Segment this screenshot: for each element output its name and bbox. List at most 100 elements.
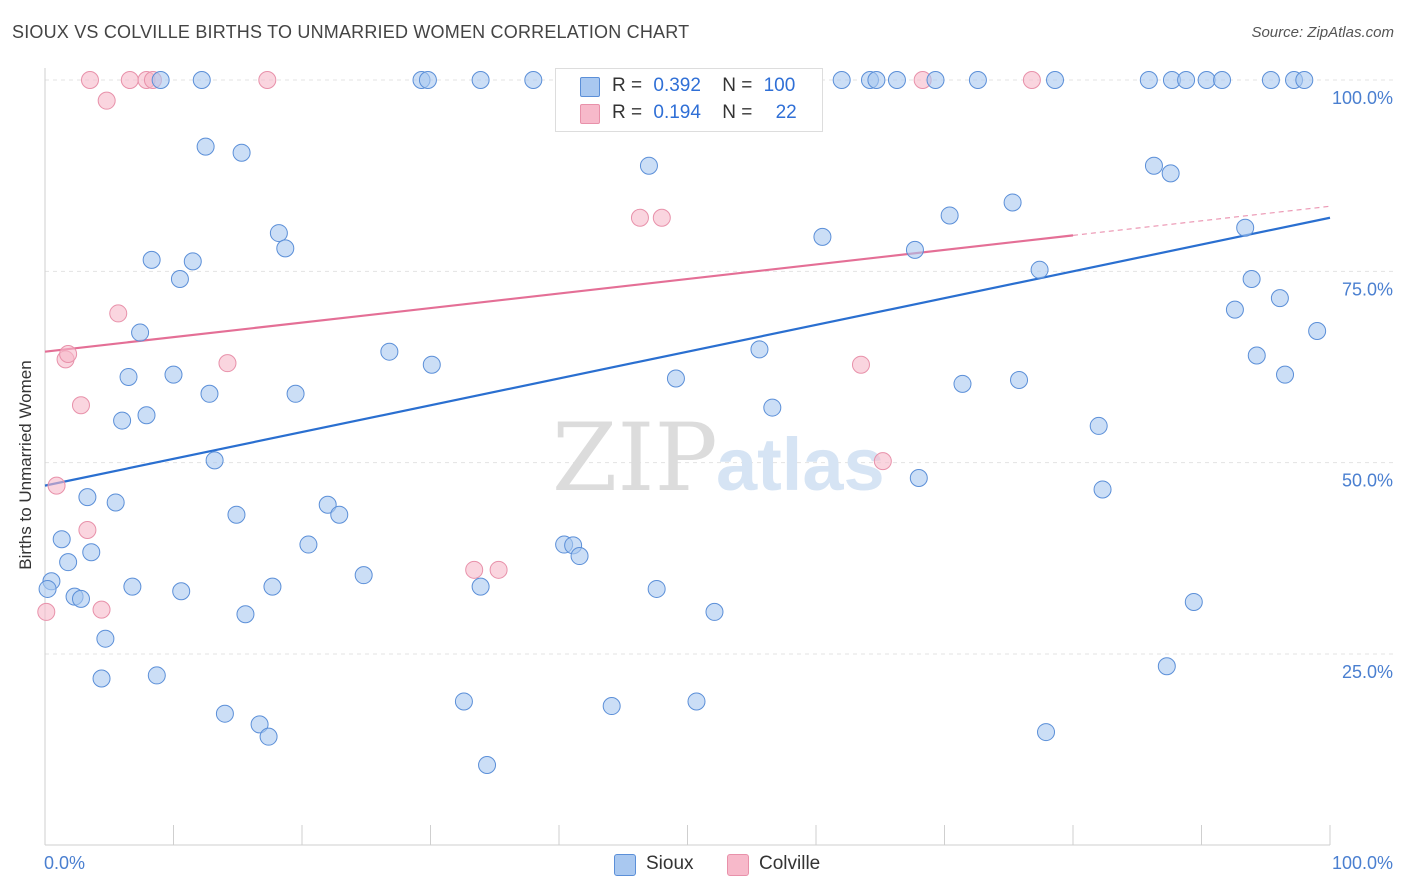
colville-r-value: 0.194 — [653, 102, 701, 123]
sioux-point — [471, 577, 490, 596]
sioux-point — [269, 224, 288, 243]
sioux-point — [38, 579, 57, 598]
colville-point — [80, 71, 99, 89]
colville-point — [78, 521, 97, 540]
colville-trend-line — [44, 234, 1074, 353]
sioux-point — [1089, 416, 1108, 435]
sioux-point — [570, 547, 589, 566]
colville-point — [71, 396, 90, 415]
sioux-point — [867, 71, 886, 89]
colville-point — [873, 452, 892, 471]
x-tick-label: 0.0% — [44, 853, 85, 873]
sioux-point — [1093, 480, 1112, 499]
colville-point — [851, 355, 870, 374]
sioux-n-value: 100 — [763, 75, 796, 96]
colville-point — [652, 208, 671, 227]
sioux-point — [232, 143, 251, 162]
x-tick-label: 100.0% — [1332, 853, 1393, 873]
sioux-point — [227, 505, 246, 524]
colville-trend-extension — [1072, 205, 1331, 236]
sioux-r-label: R = — [612, 75, 643, 96]
sioux-point — [647, 579, 666, 598]
sioux-point — [192, 71, 211, 89]
sioux-point — [137, 406, 156, 425]
sioux-point — [887, 71, 906, 89]
sioux-point — [1046, 71, 1065, 89]
colville-legend-label: Colville — [759, 853, 821, 874]
source-label: Source: ZipAtlas.com — [1251, 24, 1394, 41]
sioux-point — [1139, 71, 1158, 89]
colville-point — [1022, 71, 1041, 89]
sioux-point — [200, 384, 219, 403]
sioux-point — [602, 697, 621, 716]
sioux-point — [172, 582, 191, 601]
sioux-point — [1144, 156, 1163, 175]
trend-lines — [44, 205, 1331, 487]
sioux-point — [953, 374, 972, 393]
sioux-point — [422, 355, 441, 374]
sioux-point — [113, 411, 132, 430]
sioux-point — [1161, 164, 1180, 183]
sioux-legend-label: Sioux — [646, 853, 694, 874]
sioux-point — [968, 71, 987, 89]
sioux-point — [82, 543, 101, 562]
sioux-point — [205, 451, 224, 470]
sioux-point — [471, 71, 490, 89]
sioux-point — [92, 669, 111, 688]
sioux-point — [1270, 289, 1289, 308]
colville-point — [37, 602, 56, 621]
watermark: ZIP atlas — [552, 404, 885, 513]
sioux-point — [215, 704, 234, 723]
sioux-point — [940, 206, 959, 225]
sioux-point — [71, 589, 90, 608]
sioux-point — [1177, 71, 1196, 89]
colville-point — [465, 560, 484, 579]
sioux-swatch — [580, 77, 600, 97]
y-tick-label: 25.0% — [1342, 662, 1393, 682]
colville-point — [258, 71, 277, 89]
sioux-point — [1030, 260, 1049, 279]
colville-n-value: 22 — [775, 102, 797, 123]
y-tick-label: 75.0% — [1342, 279, 1393, 299]
data-points — [37, 71, 1327, 774]
colville-point — [630, 208, 649, 227]
sioux-point — [96, 629, 115, 648]
sioux-point — [687, 692, 706, 711]
sioux-point — [1308, 322, 1327, 341]
sioux-point — [1010, 371, 1029, 390]
sioux-point — [119, 367, 138, 386]
sioux-point — [1242, 269, 1261, 288]
sioux-point — [926, 71, 945, 89]
colville-point — [92, 600, 111, 619]
sioux-point — [750, 340, 769, 359]
colville-point — [59, 344, 78, 363]
sioux-point — [1295, 71, 1314, 89]
chart-title: SIOUX VS COLVILLE BIRTHS TO UNMARRIED WO… — [12, 22, 690, 42]
sioux-point — [183, 252, 202, 271]
sioux-point — [1261, 71, 1280, 89]
sioux-point — [1236, 218, 1255, 237]
sioux-point — [286, 384, 305, 403]
y-tick-label: 50.0% — [1342, 471, 1393, 491]
sioux-point — [666, 369, 685, 388]
sioux-trend-line — [44, 216, 1331, 487]
sioux-n-label: N = — [722, 75, 753, 96]
sioux-point — [131, 323, 150, 342]
colville-point — [109, 304, 128, 323]
sioux-point — [1037, 723, 1056, 742]
correlation-legend: R = 0.392 N = 100 R = 0.194 N = 22 — [555, 68, 823, 132]
sioux-point — [330, 505, 349, 524]
sioux-point — [263, 577, 282, 596]
sioux-point — [170, 269, 189, 288]
sioux-point — [705, 602, 724, 621]
sioux-point — [236, 605, 255, 624]
sioux-point — [1247, 346, 1266, 365]
sioux-point — [250, 715, 269, 734]
colville-legend-swatch — [727, 854, 749, 876]
sioux-point — [151, 71, 170, 89]
colville-point — [97, 91, 116, 110]
watermark-zip: ZIP — [552, 404, 718, 513]
sioux-point — [78, 488, 97, 507]
sioux-point — [905, 240, 924, 259]
sioux-point — [299, 535, 318, 554]
